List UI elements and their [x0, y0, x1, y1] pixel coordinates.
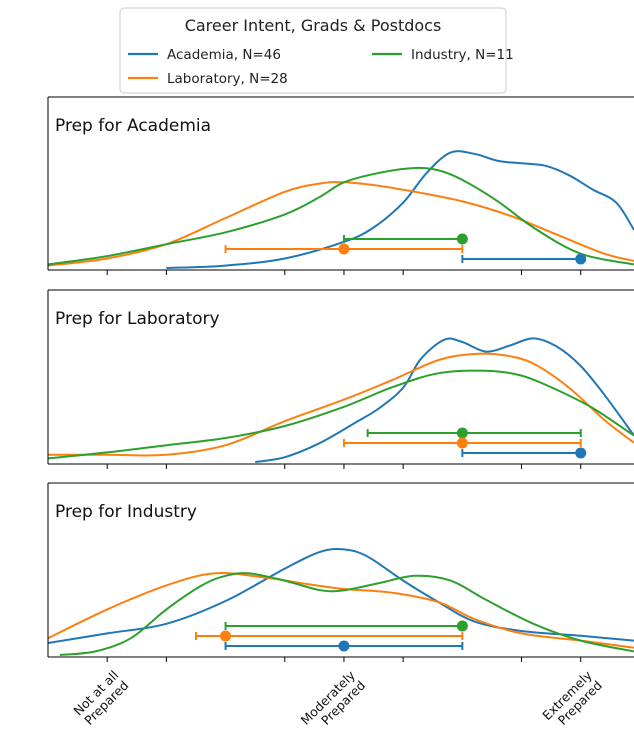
x-tick-label: ModeratelyPrepared: [298, 667, 369, 738]
legend-label-industry: Industry, N=11: [411, 47, 514, 63]
interval-point-laboratory: [338, 243, 350, 255]
series-line-industry: [48, 166, 634, 266]
interval-point-industry: [456, 620, 468, 632]
legend-title: Career Intent, Grads & Postdocs: [185, 16, 442, 35]
panel-prep-laboratory: Prep for Laboratory: [47, 289, 634, 469]
panel-prep-academia: Prep for Academia: [47, 96, 634, 275]
legend-label-laboratory: Laboratory, N=28: [167, 71, 288, 87]
series-line-academia: [255, 337, 634, 463]
interval-point-laboratory: [220, 630, 232, 642]
interval-point-academia: [575, 447, 587, 459]
legend-label-academia: Academia, N=46: [167, 47, 281, 63]
series-line-industry: [48, 369, 634, 460]
interval-point-industry: [456, 233, 468, 245]
legend-frame: [119, 7, 507, 94]
interval-point-academia: [575, 253, 587, 265]
series-line-academia: [166, 150, 634, 269]
x-tick-label: Not at allPrepared: [70, 667, 131, 728]
panel-prep-industry: Prep for Industry: [47, 482, 634, 662]
interval-point-industry: [456, 427, 468, 439]
legend: Career Intent, Grads & Postdocs Academia…: [119, 7, 514, 94]
panel-title: Prep for Academia: [55, 116, 211, 136]
panel-title: Prep for Laboratory: [55, 309, 220, 329]
interval-point-academia: [338, 640, 350, 652]
series-line-academia: [48, 547, 634, 644]
panel-title: Prep for Industry: [55, 502, 197, 522]
interval-point-laboratory: [456, 437, 468, 449]
x-tick-labels: Not at allPrepared ModeratelyPrepared Extr…: [70, 667, 605, 738]
series-line-laboratory: [48, 572, 634, 649]
series-line-laboratory: [48, 352, 634, 457]
x-tick-label: ExtremelyPrepared: [539, 667, 605, 733]
series-line-laboratory: [48, 181, 634, 267]
series-line-industry: [59, 572, 634, 656]
